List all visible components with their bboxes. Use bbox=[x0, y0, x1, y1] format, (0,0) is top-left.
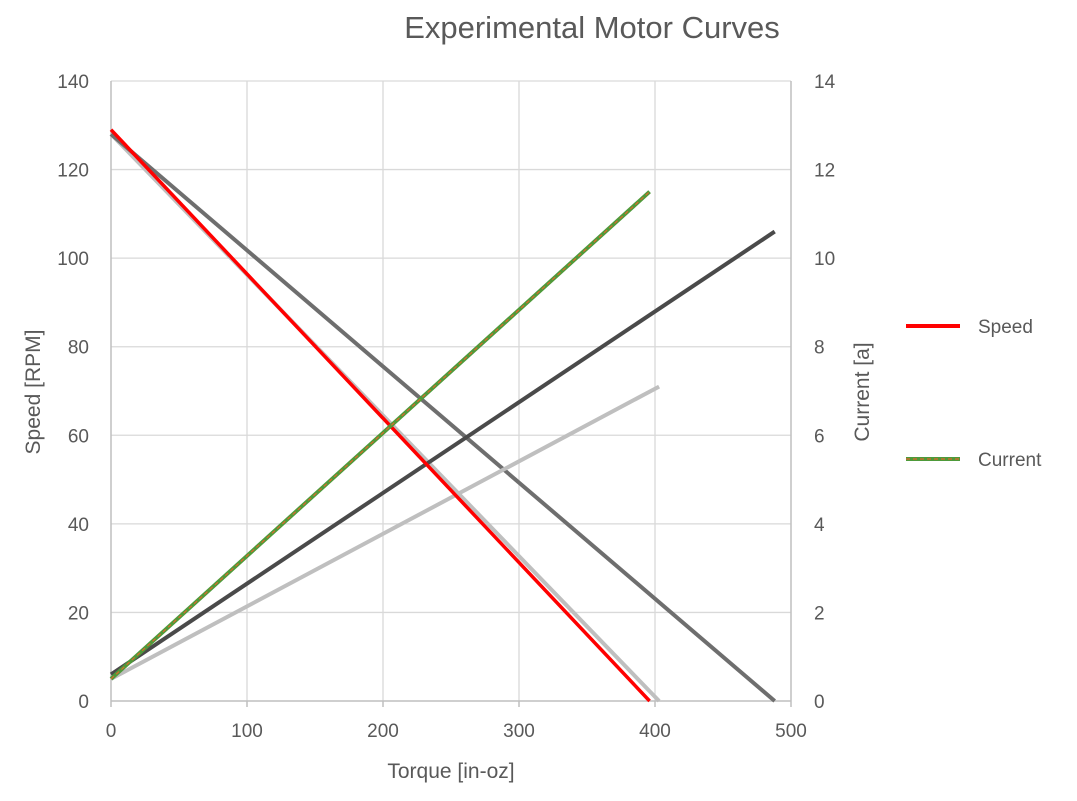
legend-label-0: Speed bbox=[978, 317, 1033, 338]
y-tick-label-4: 80 bbox=[68, 338, 89, 359]
x-axis-title: Torque [in-oz] bbox=[387, 760, 514, 783]
y2-tick-label-6: 12 bbox=[814, 161, 835, 182]
y-tick-label-3: 60 bbox=[68, 426, 89, 447]
series-line-0 bbox=[109, 128, 651, 703]
series-lines bbox=[109, 128, 776, 703]
y-tick-label-5: 100 bbox=[57, 249, 89, 270]
y-tick-label-0: 0 bbox=[78, 692, 89, 713]
x-tick-label-2: 200 bbox=[367, 721, 399, 742]
y2-tick-label-0: 0 bbox=[814, 692, 825, 713]
axes bbox=[110, 81, 792, 707]
legend: Speed Current bbox=[906, 317, 1042, 471]
y-tick-label-6: 120 bbox=[57, 161, 89, 182]
gridlines bbox=[111, 80, 791, 701]
y2-tick-label-3: 6 bbox=[814, 426, 825, 447]
series-line-1-core bbox=[110, 191, 651, 680]
series-line-4 bbox=[109, 229, 776, 677]
y-tick-label-7: 140 bbox=[57, 72, 89, 93]
y2-axis-title: Current [a] bbox=[851, 342, 874, 441]
x-tick-label-4: 400 bbox=[639, 721, 671, 742]
x-tick-label-1: 100 bbox=[231, 721, 263, 742]
y-tick-label-1: 20 bbox=[68, 603, 89, 624]
series-line-5 bbox=[110, 384, 661, 681]
y-axis-title: Speed [RPM] bbox=[22, 330, 45, 455]
chart-title: Experimental Motor Curves bbox=[404, 10, 780, 45]
tick-labels: 0 100 200 300 400 500 0 20 40 60 80 100 120 140 0 2 4 6 8 1… bbox=[57, 72, 835, 742]
y2-tick-label-7: 14 bbox=[814, 72, 836, 93]
y2-tick-label-2: 4 bbox=[814, 515, 825, 536]
x-tick-label-3: 300 bbox=[503, 721, 535, 742]
y2-tick-label-4: 8 bbox=[814, 338, 825, 359]
y2-tick-label-5: 10 bbox=[814, 249, 835, 270]
series-line-3 bbox=[109, 132, 776, 703]
y2-tick-label-1: 2 bbox=[814, 603, 825, 624]
y-tick-label-2: 40 bbox=[68, 515, 89, 536]
x-tick-label-0: 0 bbox=[106, 721, 117, 742]
x-tick-label-5: 500 bbox=[775, 721, 807, 742]
legend-label-1: Current bbox=[978, 450, 1042, 471]
